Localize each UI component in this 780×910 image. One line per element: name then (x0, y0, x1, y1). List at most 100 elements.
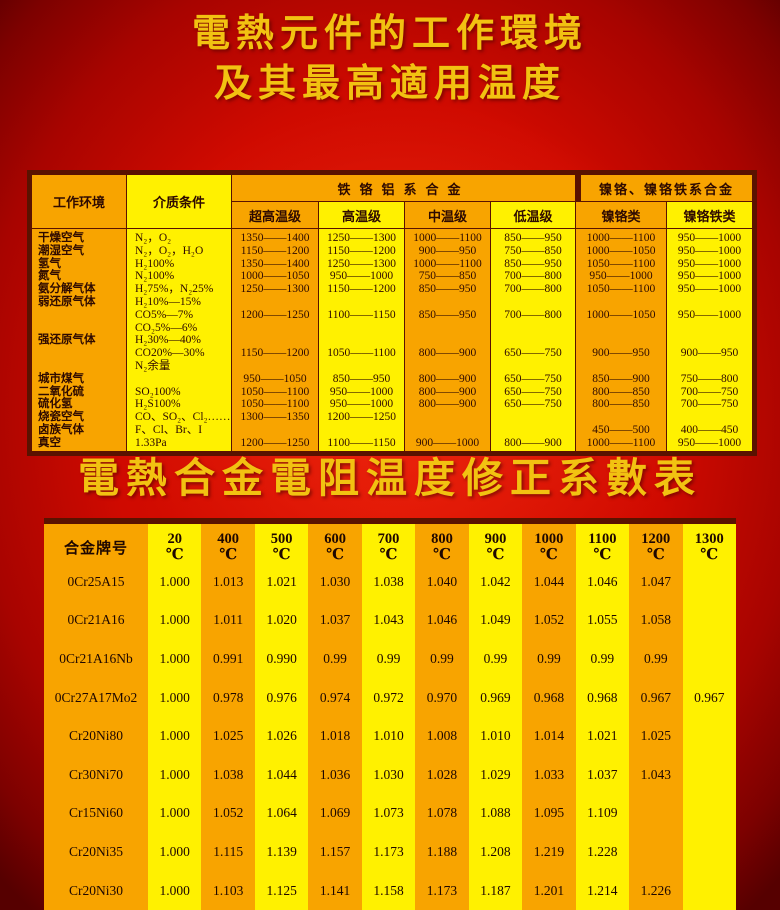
env-table-value-column: 1000——1100 900——950 1000——1100 750——850 850—… (405, 229, 490, 451)
temp-header: 1000 ℃ (522, 524, 576, 570)
temp-range-cell: 800——900 (418, 385, 477, 398)
temp-header-value: 700 (377, 530, 400, 547)
temp-range-cell: 700——750 (680, 398, 739, 411)
temp-range-cell: 900——950 (680, 347, 739, 360)
medium-cell (127, 373, 231, 386)
medium-cell: H₂30%—40% (135, 334, 201, 347)
env-cell: 城市煤气 (38, 372, 84, 385)
env-cell (32, 347, 126, 360)
temp-range-cell: 1350——1400 (240, 232, 310, 244)
temp-range-cell: 850——950 (332, 372, 391, 385)
coef-value-cell: 0.970 (415, 678, 469, 717)
coef-value-cell: 1.014 (522, 716, 576, 756)
temp-header-value: 800 (431, 530, 453, 547)
temp-header: 1200 ℃ (629, 524, 683, 570)
coef-value-cell: 0.991 (201, 639, 255, 679)
temp-range-cell: 1150——1200 (240, 244, 310, 257)
env-cell: 硫化氢 (38, 398, 73, 411)
alloy-name-cell: Cr20Ni35 (44, 832, 148, 872)
env-cell: 氨分解气体 (38, 283, 96, 296)
coef-value-cell: 1.037 (308, 601, 362, 640)
coef-value-cell: 1.008 (415, 716, 469, 756)
env-cell: 潮湿空气 (38, 244, 84, 257)
temp-range-cell: 1100——1150 (327, 436, 396, 449)
temp-range-cell: 750——850 (504, 244, 562, 257)
coef-value-cell: 1.000 (148, 716, 202, 756)
coef-value-cell: 1.030 (308, 562, 362, 602)
celsius-unit: ℃ (593, 546, 612, 563)
coef-value-cell: 1.043 (361, 601, 416, 640)
celsius-unit: ℃ (326, 546, 345, 563)
temp-range-cell: 700——800 (504, 283, 562, 296)
temp-range-cell: 800——850 (592, 385, 650, 398)
temp-range-cell: 1250——1300 (240, 283, 310, 296)
coef-value-cell: 1.000 (148, 832, 202, 872)
env-cell (32, 360, 126, 373)
coef-value-cell: 1.044 (254, 755, 309, 795)
coef-value-cell: 0.99 (308, 639, 362, 679)
temp-range-cell: 950——1000 (677, 436, 742, 449)
env-table-group-nicr: 镍铬、镍铬铁系合金 (576, 175, 752, 201)
temp-header-value: 20 (167, 530, 182, 547)
coef-value-cell (682, 832, 736, 872)
coef-value-cell (682, 794, 736, 833)
temp-range-cell: 900——950 (592, 347, 650, 360)
alloy-name-cell: Cr20Ni80 (44, 716, 148, 756)
coef-value-cell: 1.010 (468, 716, 523, 756)
temp-range-cell: 1100——1150 (327, 308, 396, 321)
temp-range-cell: 650——750 (504, 372, 562, 385)
celsius-unit: ℃ (700, 546, 719, 563)
coef-value-cell: 1.214 (575, 871, 630, 910)
temp-range-cell: 1150——1200 (327, 283, 396, 296)
coef-value-cell: 1.010 (361, 716, 416, 756)
temp-range-cell (491, 360, 575, 373)
coef-value-cell: 1.036 (308, 755, 362, 795)
coef-value-cell: 1.046 (575, 562, 630, 602)
temp-range-cell: 1150——1200 (327, 244, 396, 257)
coef-value-cell: 1.000 (148, 562, 202, 602)
alloy-name-cell: 0Cr21A16 (44, 601, 148, 640)
temp-header: 20 ℃ (148, 524, 202, 570)
coef-value-cell: 1.000 (148, 678, 202, 717)
temp-range-cell: 650——750 (504, 347, 562, 360)
temp-range-cell (319, 296, 404, 309)
coef-value-cell: 1.088 (468, 794, 523, 833)
env-cell (32, 309, 126, 322)
temp-range-cell (319, 424, 404, 437)
coef-value-cell: 1.125 (254, 871, 309, 910)
temp-range-cell: 950——1000 (589, 270, 653, 283)
env-table-header-environment: 工作环境 (32, 175, 126, 228)
temp-range-cell (576, 411, 666, 424)
env-table-subheader: 低温级 (491, 202, 575, 228)
temp-header-value: 500 (270, 530, 293, 547)
alloy-name-cell: 0Cr27A17Mo2 (44, 678, 148, 717)
coef-value-cell: 1.055 (575, 601, 630, 640)
coef-value-cell: 0.99 (415, 639, 469, 679)
temp-range-cell: 1250——1300 (327, 257, 396, 270)
coef-value-cell: 1.013 (201, 562, 255, 602)
coef-value-cell: 1.046 (415, 601, 469, 640)
temp-header: 1300 ℃ (682, 524, 736, 570)
coef-value-cell: 1.187 (468, 871, 523, 910)
temp-range-cell: 700——750 (680, 385, 739, 398)
coef-value-cell: 0.978 (201, 678, 255, 717)
env-table: 工作环境 介质条件 铁铬铝系合金 镍铬、镍铬铁系合金 超高温级 高温级 中温级 … (27, 170, 757, 456)
coef-value-cell: 1.021 (575, 716, 630, 756)
env-cell: 卤族气体 (38, 423, 84, 436)
temp-range-cell: 750——850 (418, 270, 477, 283)
coef-value-cell: 0.99 (629, 639, 683, 679)
coef-value-cell: 0.976 (254, 678, 309, 717)
medium-cell: H₂100% (135, 257, 175, 270)
temp-range-cell (405, 411, 490, 424)
temp-range-cell: 950——1000 (329, 385, 394, 398)
temp-range-cell (319, 322, 404, 335)
coef-value-cell: 0.972 (361, 678, 416, 717)
temp-range-cell: 1050——1100 (586, 283, 656, 296)
page-title: 電熱元件的工作環境 及其最高適用温度 (0, 8, 780, 108)
coef-value-cell: 0.974 (308, 678, 362, 717)
medium-cell: H₂S100% (135, 398, 181, 411)
coef-value-cell: 1.020 (254, 601, 309, 640)
temp-range-cell: 950——1050 (243, 372, 307, 385)
temp-range-cell: 400——450 (680, 423, 739, 436)
env-table-value-column: 850——950 750——850 850——950 700——800 700——800… (491, 229, 575, 451)
